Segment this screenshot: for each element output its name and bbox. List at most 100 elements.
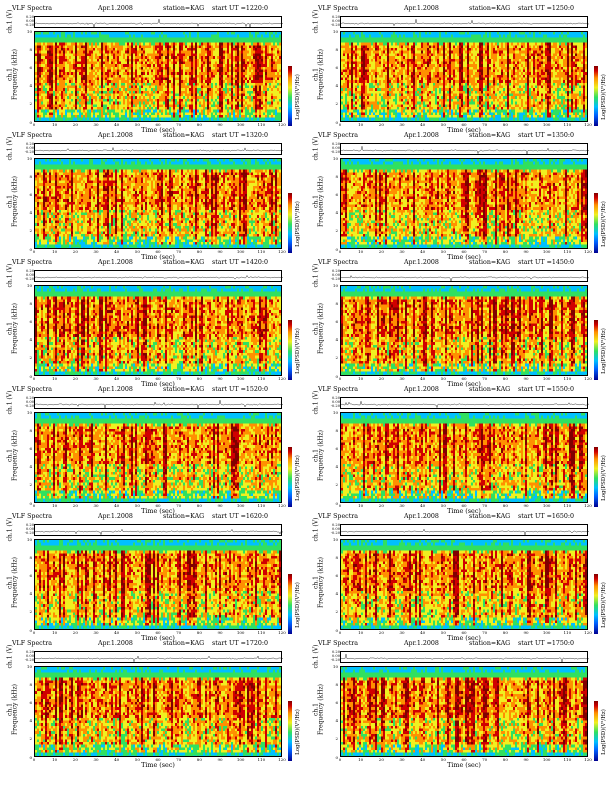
- spectrogram-cell: [219, 53, 222, 57]
- spectrogram-cell: [263, 66, 266, 70]
- spectrogram-cell: [273, 104, 276, 108]
- spectrogram-cell: [75, 64, 78, 68]
- spectrogram-cell: [77, 104, 80, 108]
- spectrogram-cell: [569, 37, 572, 41]
- spectrogram-cell: [87, 106, 90, 110]
- spectrogram-cell: [121, 53, 124, 57]
- spectrogram-cell: [57, 90, 60, 94]
- spectrogram-cell: [143, 45, 146, 49]
- spectrogram-cell: [109, 101, 112, 105]
- spectrogram-cell: [147, 90, 150, 94]
- spectrogram-cell: [207, 64, 210, 68]
- spectrogram-cell: [39, 37, 42, 41]
- spectrogram-cell: [141, 72, 144, 76]
- spectrogram-cell: [225, 32, 228, 35]
- spectrogram-cell: [79, 48, 82, 52]
- spectrogram-cell: [61, 112, 64, 116]
- spectrogram-cell: [173, 101, 176, 105]
- spectrogram-cell: [247, 66, 250, 70]
- spectrogram-cell: [187, 45, 190, 49]
- spectrogram-cell: [345, 32, 348, 35]
- spectrogram-cell: [427, 40, 430, 44]
- spectrogram-cell: [251, 74, 254, 78]
- spectrogram-cell: [273, 96, 276, 100]
- spectrogram-cell: [517, 40, 520, 44]
- spectrogram-cell: [177, 72, 180, 76]
- spectrogram-cell: [137, 53, 140, 57]
- spectrogram-cell: [181, 77, 184, 81]
- spectrogram-cell: [47, 53, 50, 57]
- spectrogram-cell: [81, 48, 84, 52]
- spectrogram-cell: [129, 61, 132, 65]
- spectrogram-cell: [63, 112, 66, 116]
- spectrogram-cell: [145, 64, 148, 68]
- spectrogram-cell: [165, 48, 168, 52]
- spectrogram-cell: [201, 101, 204, 105]
- spectrogram-cell: [165, 114, 168, 118]
- spectrogram-cell: [77, 64, 80, 68]
- spectrogram-cell: [411, 40, 414, 44]
- spectrogram-cell: [481, 42, 484, 46]
- spectrogram-cell: [141, 85, 144, 89]
- spectrogram-cell: [95, 88, 98, 92]
- spectrogram-cell: [125, 61, 128, 65]
- spectrogram-cell: [91, 117, 94, 121]
- spectrogram-cell: [415, 45, 418, 49]
- spectrogram-cell: [155, 114, 158, 118]
- spectrogram-cell: [41, 45, 44, 49]
- spectrogram-cell: [93, 77, 96, 81]
- spectrogram-cell: [541, 40, 544, 44]
- spectrogram-cell: [71, 114, 74, 118]
- spectrogram-cell: [201, 96, 204, 100]
- spectrogram-cell: [109, 77, 112, 81]
- spectrogram-cell: [549, 42, 552, 46]
- spectrogram-cell: [167, 74, 170, 78]
- spectrogram-cell: [231, 48, 234, 52]
- spectrogram-cell: [269, 114, 272, 118]
- spectrogram-cell: [73, 93, 76, 97]
- spectrogram-cell: [181, 34, 184, 38]
- spectrogram-cell: [119, 98, 122, 102]
- spectrogram-cell: [69, 58, 72, 62]
- spectrogram-cell: [215, 112, 218, 116]
- spectrogram-cell: [45, 48, 48, 52]
- spectrogram-cell: [145, 117, 148, 121]
- spectrogram-cell: [151, 106, 154, 110]
- spectrogram-cell: [211, 37, 214, 41]
- spectrogram-cell: [493, 34, 496, 38]
- spectrogram-cell: [55, 120, 58, 121]
- spectrogram-cell: [113, 109, 116, 113]
- spectrogram-cell: [183, 109, 186, 113]
- ch1-tick-label: 0.20: [18, 15, 34, 19]
- spectrogram-cell: [113, 85, 116, 89]
- spectrogram-cell: [361, 32, 364, 35]
- spectrogram-cell: [253, 117, 256, 121]
- spectrogram-cell: [155, 82, 158, 86]
- spectrogram-cell: [545, 37, 548, 41]
- spectrogram-cell: [349, 45, 352, 49]
- spectrogram-cell: [175, 80, 178, 84]
- spectrogram-cell: [65, 77, 68, 81]
- spectrogram-cell: [61, 120, 64, 121]
- spectrogram-cell: [51, 90, 54, 94]
- spectrogram-cell: [201, 56, 204, 60]
- spectrogram-cell: [35, 48, 38, 52]
- spectrogram-cell: [67, 85, 70, 89]
- spectrogram-cell: [113, 114, 116, 118]
- spectrogram-cell: [531, 42, 534, 46]
- spectrogram-cell: [123, 74, 126, 78]
- spectrogram-cell: [577, 32, 580, 35]
- spectrogram-cell: [191, 104, 194, 108]
- spectrogram-cell: [69, 90, 72, 94]
- spectrogram-cell: [185, 120, 188, 121]
- spectrogram-cell: [271, 53, 274, 57]
- spectrogram-cell: [389, 45, 392, 49]
- spectrogram-cell: [43, 34, 46, 38]
- spectrogram-cell: [153, 82, 156, 86]
- spectrogram-cell: [97, 74, 100, 78]
- spectrogram-cell: [59, 61, 62, 65]
- spectrogram-cell: [35, 112, 38, 116]
- spectrogram-cell: [375, 34, 378, 38]
- spectrogram-cell: [67, 90, 70, 94]
- spectrogram-cell: [345, 40, 348, 44]
